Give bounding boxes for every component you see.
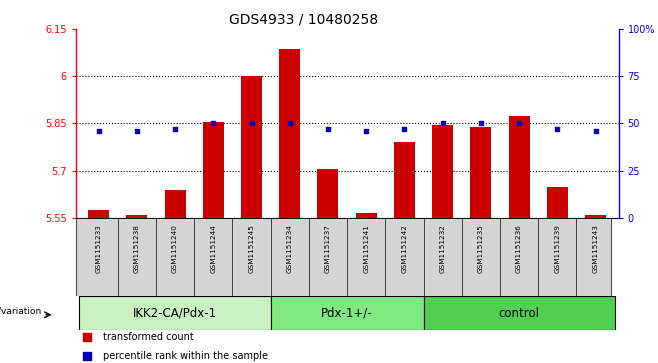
Point — [441, 106, 451, 112]
Point — [438, 121, 448, 126]
Point — [590, 128, 601, 134]
Bar — [509, 115, 530, 218]
Text: GSM1151236: GSM1151236 — [516, 224, 522, 273]
Text: GSM1151233: GSM1151233 — [95, 224, 101, 273]
Text: GSM1151232: GSM1151232 — [440, 224, 445, 273]
Text: GSM1151241: GSM1151241 — [363, 224, 369, 273]
Bar — [279, 49, 300, 218]
Point — [441, 284, 451, 290]
Text: percentile rank within the sample: percentile rank within the sample — [103, 351, 268, 362]
Point — [170, 126, 180, 132]
Bar — [470, 127, 492, 218]
Text: genotype/variation: genotype/variation — [0, 307, 41, 316]
Text: GSM1151242: GSM1151242 — [401, 224, 407, 273]
Bar — [80, 296, 270, 330]
Point — [514, 121, 524, 126]
Text: GSM1151234: GSM1151234 — [287, 224, 293, 273]
Point — [322, 126, 333, 132]
Bar — [432, 125, 453, 218]
Point — [208, 121, 218, 126]
Text: Pdx-1+/-: Pdx-1+/- — [321, 307, 373, 319]
Bar — [394, 142, 415, 218]
Bar — [88, 210, 109, 218]
Text: IKK2-CA/Pdx-1: IKK2-CA/Pdx-1 — [133, 307, 217, 319]
Text: GSM1151235: GSM1151235 — [478, 224, 484, 273]
Text: GSM1151245: GSM1151245 — [249, 224, 255, 273]
Text: GSM1151244: GSM1151244 — [211, 224, 216, 273]
Point — [361, 128, 372, 134]
Point — [476, 121, 486, 126]
Title: GDS4933 / 10480258: GDS4933 / 10480258 — [229, 12, 378, 26]
Text: GSM1151237: GSM1151237 — [325, 224, 331, 273]
Point — [399, 126, 410, 132]
Bar — [585, 215, 606, 218]
Bar — [356, 213, 377, 218]
Bar — [203, 122, 224, 218]
Text: control: control — [499, 307, 540, 319]
Text: GSM1151238: GSM1151238 — [134, 224, 140, 273]
Bar — [126, 215, 147, 218]
Point — [552, 126, 563, 132]
Text: GSM1151240: GSM1151240 — [172, 224, 178, 273]
Point — [93, 128, 104, 134]
Bar — [270, 296, 424, 330]
Bar — [317, 169, 338, 218]
Text: GSM1151243: GSM1151243 — [593, 224, 599, 273]
Bar — [241, 76, 262, 218]
Text: GSM1151239: GSM1151239 — [554, 224, 561, 273]
Point — [132, 128, 142, 134]
Text: transformed count: transformed count — [103, 332, 193, 342]
Bar — [547, 187, 568, 218]
Bar — [424, 296, 615, 330]
Bar — [164, 190, 186, 218]
Point — [246, 121, 257, 126]
Point — [284, 121, 295, 126]
